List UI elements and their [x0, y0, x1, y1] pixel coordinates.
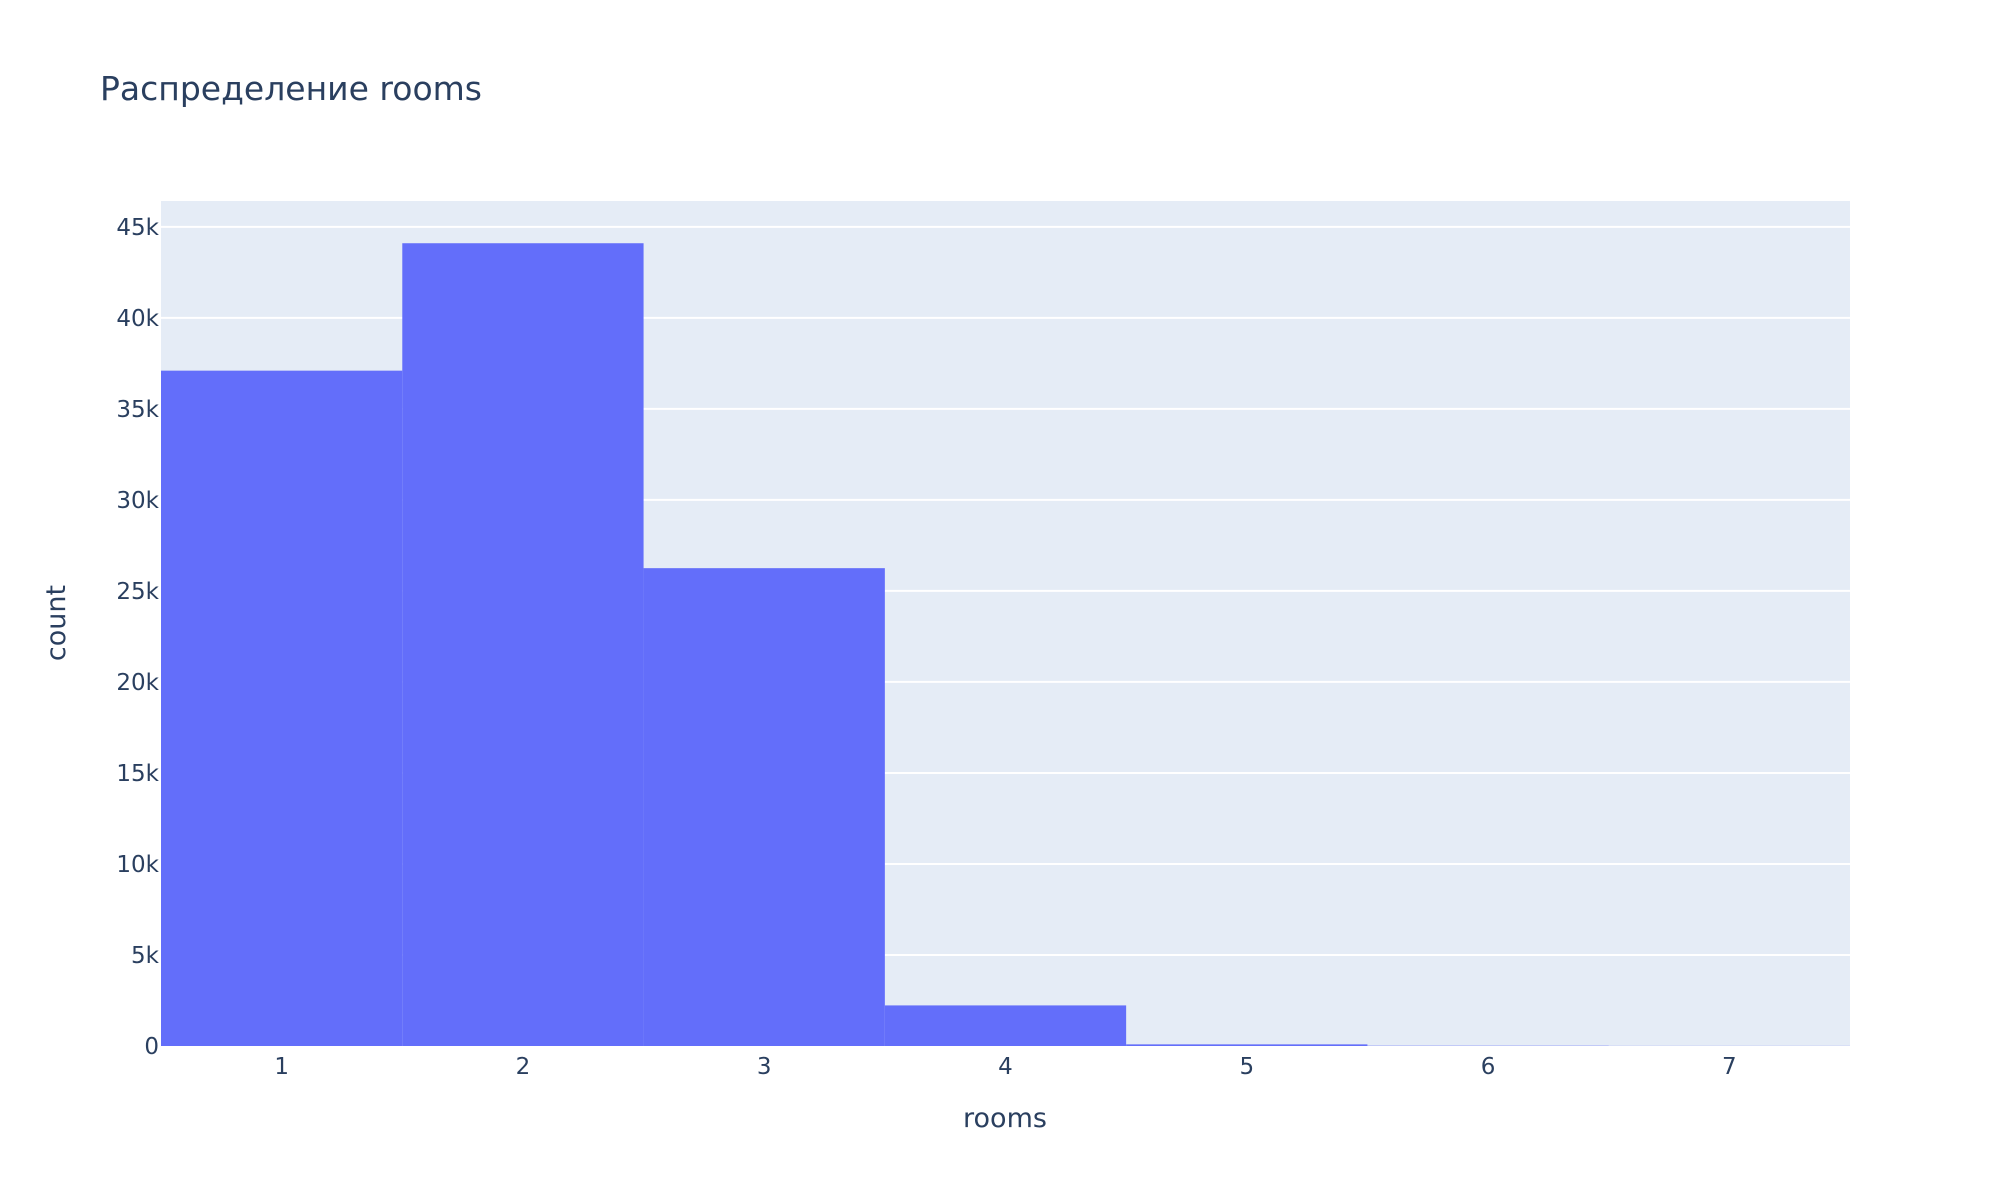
y-tick-label: 30k: [116, 488, 159, 514]
y-tick-label: 35k: [116, 397, 159, 423]
x-tick-label: 6: [1481, 1054, 1496, 1080]
x-tick-label: 3: [757, 1054, 772, 1080]
x-tick-label: 5: [1239, 1054, 1254, 1080]
y-tick-label: 10k: [116, 852, 159, 878]
bar-rooms-3[interactable]: [644, 568, 885, 1046]
bar-rooms-5[interactable]: [1126, 1044, 1367, 1046]
y-tick-label: 45k: [116, 215, 159, 241]
x-tick-label: 1: [274, 1054, 289, 1080]
y-tick-label: 25k: [116, 579, 159, 605]
y-tick-label: 15k: [116, 761, 159, 787]
y-tick-label: 5k: [131, 943, 160, 969]
bar-rooms-4[interactable]: [885, 1005, 1126, 1046]
y-tick-label: 40k: [116, 306, 159, 332]
x-tick-label: 4: [998, 1054, 1013, 1080]
x-tick-label: 2: [516, 1054, 531, 1080]
y-axis-label: count: [41, 585, 72, 661]
bar-rooms-2[interactable]: [402, 243, 643, 1046]
x-tick-label: 7: [1722, 1054, 1737, 1080]
x-axis-label: rooms: [963, 1103, 1047, 1134]
y-tick-label: 0: [144, 1034, 159, 1060]
bar-rooms-1[interactable]: [161, 371, 402, 1046]
y-tick-label: 20k: [116, 670, 159, 696]
chart-title: Распределение rooms: [100, 69, 482, 108]
